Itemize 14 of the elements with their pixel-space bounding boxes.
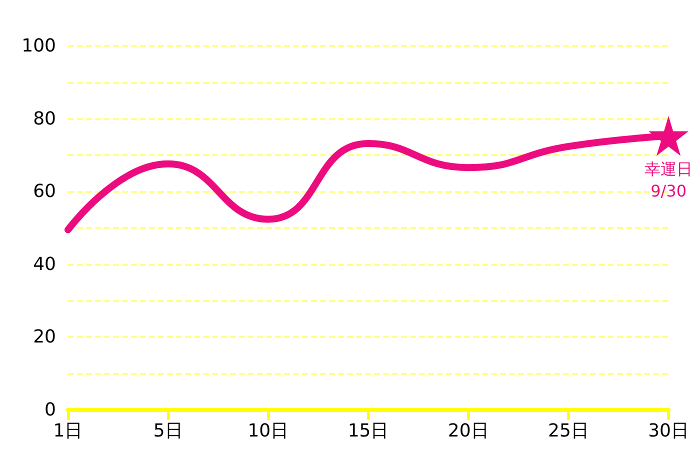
y-tick-label: 80 — [33, 108, 56, 130]
x-tick-label: 15日 — [348, 420, 389, 442]
annotation: 幸運日 9/30 — [644, 159, 693, 200]
x-tick-label: 30日 — [648, 420, 689, 442]
x-tick-label: 1日 — [53, 420, 83, 442]
y-tick-label: 60 — [33, 181, 56, 202]
x-tick-label: 20日 — [448, 420, 489, 442]
y-tick-label: 20 — [33, 326, 56, 348]
x-tick-label: 10日 — [248, 420, 289, 442]
y-tick-label: 0 — [44, 400, 56, 420]
x-tick-label: 25日 — [548, 420, 589, 442]
y-tick-label: 40 — [33, 254, 56, 275]
y-tick-label: 100 — [22, 36, 56, 56]
x-tick-label: 5日 — [153, 420, 183, 442]
